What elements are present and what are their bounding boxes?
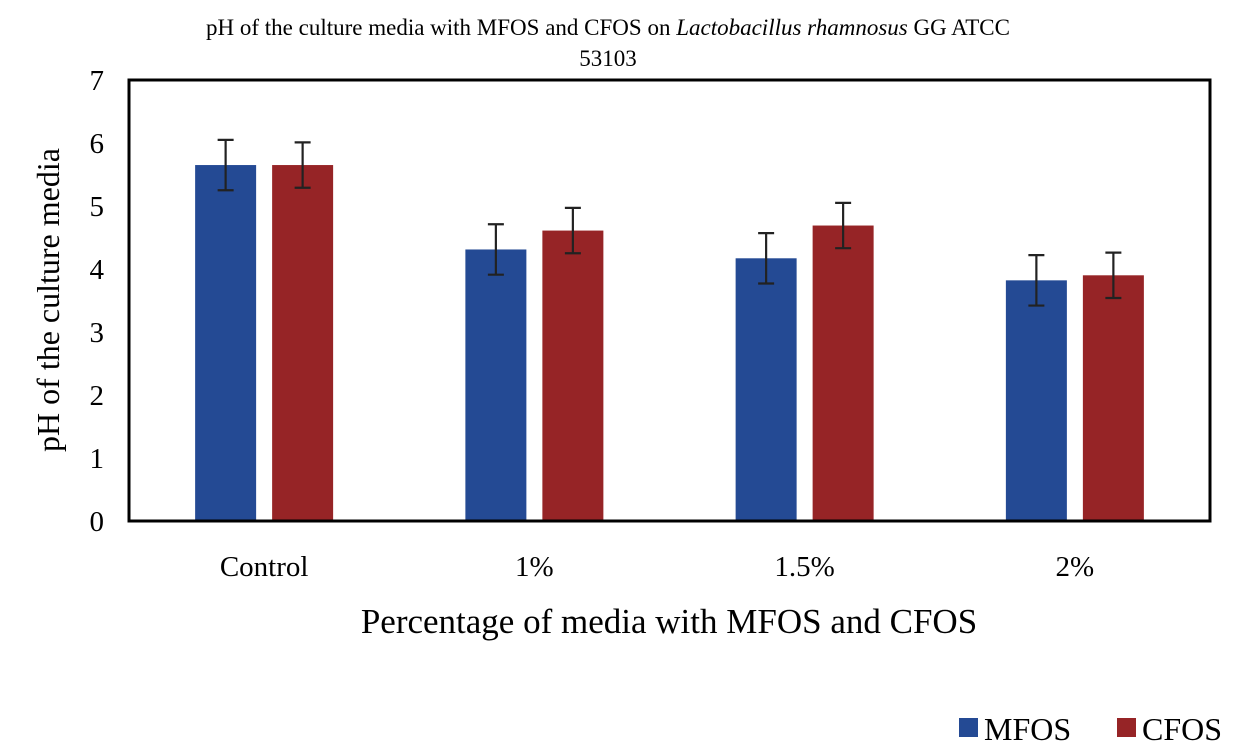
y-tick-label: 3 (90, 317, 105, 349)
error-bars-layer (217, 138, 1122, 307)
legend-label-mfos: MFOS (984, 711, 1071, 747)
title-prefix: pH of the culture media with MFOS and CF… (206, 15, 676, 40)
y-tick-label: 7 (90, 65, 105, 97)
legend-label-cfos: CFOS (1142, 711, 1222, 747)
y-tick-label: 5 (90, 191, 105, 223)
y-tick-label: 1 (90, 443, 105, 475)
bars-layer (195, 165, 1144, 522)
x-tick-label: 1% (515, 551, 554, 583)
error-bar-cfos-1 (294, 141, 311, 189)
bar-cfos-4 (1082, 275, 1144, 521)
bar-mfos-1 (195, 165, 257, 522)
error-bar-mfos-4 (1028, 254, 1045, 307)
legend-swatch-cfos (1117, 718, 1136, 737)
plot-area-frame (127, 78, 1212, 523)
chart-title-line2: 53103 (579, 46, 637, 71)
error-bar-mfos-2 (487, 223, 504, 276)
chart-title-line1: pH of the culture media with MFOS and CF… (206, 15, 1010, 40)
error-bar-cfos-2 (564, 206, 581, 255)
bar-cfos-3 (812, 225, 874, 521)
error-bar-cfos-4 (1105, 251, 1122, 300)
legend-swatch-mfos (959, 718, 978, 737)
x-axis-label: Percentage of media with MFOS and CFOS (361, 602, 977, 641)
y-tick-label: 0 (90, 506, 105, 538)
bar-cfos-1 (272, 165, 334, 522)
bar-cfos-2 (542, 230, 604, 521)
bar-mfos-3 (735, 258, 797, 521)
title-italic: Lactobacillus rhamnosus (675, 15, 908, 40)
y-tick-label: 2 (90, 380, 105, 412)
title-suffix: GG ATCC (908, 15, 1010, 40)
y-tick-label: 6 (90, 128, 105, 160)
bar-mfos-2 (465, 249, 527, 521)
error-bar-cfos-3 (835, 201, 852, 250)
error-bar-mfos-3 (758, 231, 775, 285)
y-tick-labels: 0 1 2 3 4 5 6 7 (90, 65, 105, 538)
x-tick-label: Control (220, 551, 309, 583)
x-tick-label: 2% (1056, 551, 1095, 583)
x-tick-labels: Control 1% 1.5% 2% (220, 551, 1094, 583)
y-axis-label: pH of the culture media (30, 148, 66, 452)
x-tick-label: 1.5% (774, 551, 834, 583)
legend: MFOS CFOS (959, 711, 1222, 747)
bar-mfos-4 (1005, 280, 1067, 521)
error-bar-mfos-1 (217, 138, 234, 192)
y-tick-label: 4 (90, 254, 105, 286)
